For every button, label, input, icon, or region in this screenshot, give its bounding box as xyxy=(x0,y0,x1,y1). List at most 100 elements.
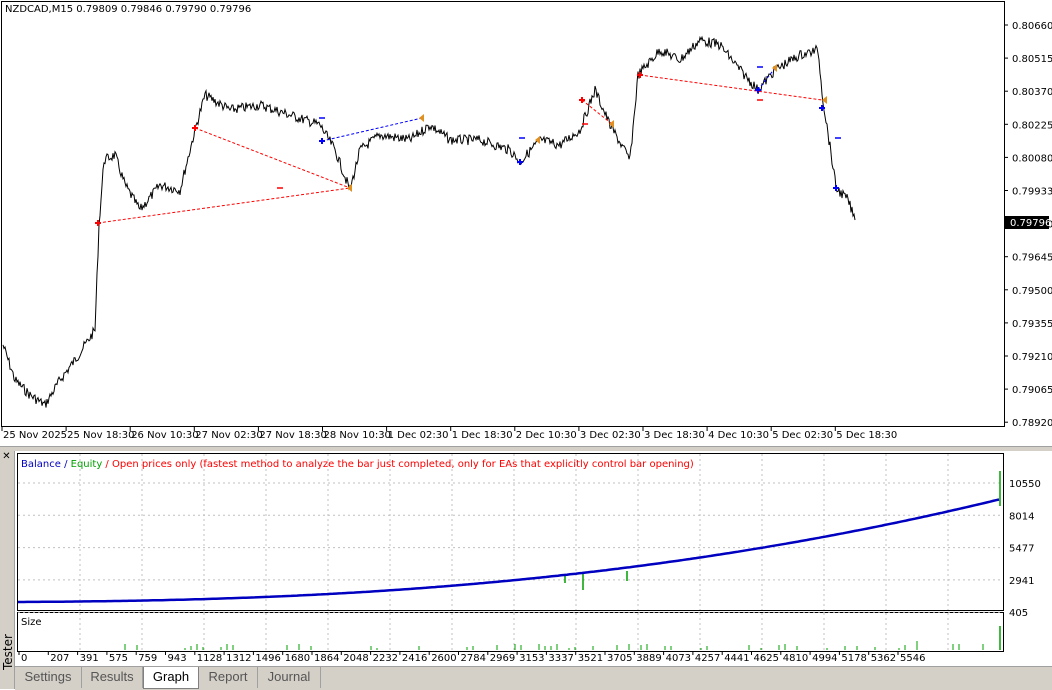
balance-curve xyxy=(18,498,1000,604)
current-price-label: 0.79796 xyxy=(1005,216,1051,229)
size-plot-frame xyxy=(17,612,1004,652)
trade-markers xyxy=(95,64,841,226)
trade-tick-label: 4257 xyxy=(695,653,720,664)
trade-tick-label: 2784 xyxy=(461,653,486,664)
trade-open-marker xyxy=(517,159,523,165)
time-tick-label: 1 Dec 18:30 xyxy=(452,430,513,441)
balance-tick-label: 10550 xyxy=(1009,479,1041,490)
tab-report[interactable]: Report xyxy=(199,667,258,688)
close-icon[interactable]: ✕ xyxy=(2,451,11,462)
price-chart[interactable]: NZDCAD,M15 0.79809 0.79846 0.79790 0.797… xyxy=(0,0,1052,446)
price-plot-frame xyxy=(1,1,1005,427)
graph-legend: Balance / Equity / Open prices only (fas… xyxy=(21,459,694,470)
balance-tick-label: 2941 xyxy=(1009,576,1034,587)
size-label: Size xyxy=(21,617,42,628)
trade-tick-label: 3337 xyxy=(548,653,573,664)
trade-tick-label: 5178 xyxy=(841,653,866,664)
trade-tick-label: 575 xyxy=(109,653,128,664)
trade-tick-label: 1128 xyxy=(197,653,222,664)
legend-separator: / xyxy=(61,459,71,470)
legend-equity: Equity xyxy=(71,459,103,470)
balance-tick-label: 405 xyxy=(1009,608,1028,619)
trade-tick-label: 5546 xyxy=(900,653,925,664)
tab-journal[interactable]: Journal xyxy=(258,667,321,688)
trade-tick-label: 1864 xyxy=(314,653,339,664)
trade-line xyxy=(581,99,613,125)
trade-tick-label: 943 xyxy=(168,653,187,664)
trade-close-marker xyxy=(772,64,777,72)
price-tick-label: 0.80370 xyxy=(1012,87,1052,98)
trade-tick-label: 4810 xyxy=(783,653,808,664)
trade-tick-label: 3153 xyxy=(519,653,544,664)
trade-tick-label: 4073 xyxy=(666,653,691,664)
trade-line xyxy=(321,117,423,142)
trade-tick-label: 4994 xyxy=(812,653,837,664)
trade-close-marker xyxy=(535,136,540,144)
panel-splitter[interactable] xyxy=(0,446,1052,452)
legend-balance: Balance xyxy=(21,459,61,470)
current-price-value: 0.79796 xyxy=(1010,218,1051,229)
trade-close-marker xyxy=(822,96,827,104)
time-tick-label: 25 Nov 18:30 xyxy=(67,430,134,441)
trade-close-marker xyxy=(347,184,352,192)
trade-tick-label: 5362 xyxy=(871,653,896,664)
balance-tick-label: 8014 xyxy=(1009,511,1034,522)
time-tick-label: 4 Dec 10:30 xyxy=(708,430,769,441)
trade-tick-label: 3521 xyxy=(578,653,603,664)
tester-tab-bar: Settings Results Graph Report Journal xyxy=(15,666,1052,690)
time-tick-label: 26 Nov 10:30 xyxy=(131,430,198,441)
balance-plot-frame xyxy=(17,453,1004,611)
tab-settings[interactable]: Settings xyxy=(15,667,82,688)
trade-close-marker xyxy=(609,120,614,128)
trade-tick-label: 3889 xyxy=(636,653,661,664)
tab-graph[interactable]: Graph xyxy=(143,667,199,689)
trade-open-marker xyxy=(833,185,839,191)
trade-open-marker xyxy=(95,220,101,226)
trade-tick-label: 391 xyxy=(80,653,99,664)
trade-tick-label: 2969 xyxy=(490,653,515,664)
trade-number-axis: 0 207 391 575 759 943 1128 1312 1496 1680 1864 2048… xyxy=(18,651,925,664)
symbol-header: NZDCAD,M15 0.79809 0.79846 0.79790 0.797… xyxy=(5,4,251,15)
trade-tick-label: 1680 xyxy=(285,653,310,664)
trade-lines xyxy=(97,67,823,224)
tester-graph[interactable]: 10550 8014 5477 2941 405 0 207 391 575 759 943 112… xyxy=(15,451,1052,666)
time-tick-label: 5 Dec 02:30 xyxy=(772,430,833,441)
trade-tick-label: 1312 xyxy=(226,653,251,664)
tester-label: Tester xyxy=(1,634,15,670)
trade-open-marker xyxy=(192,125,198,131)
price-tick-label: 0.80515 xyxy=(1012,54,1052,65)
trade-tick-label: 0 xyxy=(21,653,27,664)
trade-tick-label: 4625 xyxy=(754,653,779,664)
price-tick-label: 0.79065 xyxy=(1012,385,1052,396)
trade-line xyxy=(194,127,351,189)
price-tick-label: 0.80660 xyxy=(1012,21,1052,32)
trade-tick-label: 4441 xyxy=(724,653,749,664)
trade-close-marker xyxy=(419,114,424,122)
balance-grid xyxy=(18,454,1003,651)
trade-line xyxy=(97,187,351,224)
time-tick-label: 27 Nov 02:30 xyxy=(195,430,262,441)
trade-tick-label: 1496 xyxy=(255,653,280,664)
time-tick-label: 5 Dec 18:30 xyxy=(836,430,897,441)
price-tick-label: 0.80225 xyxy=(1012,120,1052,131)
tester-side-strip xyxy=(0,451,15,689)
trade-tick-label: 759 xyxy=(138,653,157,664)
price-tick-label: 0.79933 xyxy=(1012,187,1052,198)
trade-open-marker xyxy=(637,72,643,78)
tab-results[interactable]: Results xyxy=(82,667,143,688)
price-tick-label: 0.80080 xyxy=(1012,153,1052,164)
time-tick-label: 3 Dec 02:30 xyxy=(580,430,641,441)
price-line xyxy=(2,35,856,408)
trade-open-marker xyxy=(319,138,325,144)
price-tick-label: 0.79210 xyxy=(1012,352,1052,363)
size-bars xyxy=(124,626,1001,650)
trade-tick-label: 3705 xyxy=(607,653,632,664)
trade-tick-label: 2600 xyxy=(431,653,456,664)
price-axis: 0.80660 0.80515 0.80370 0.80225 0.80080 0.799… xyxy=(1004,21,1052,429)
legend-mode: Open prices only (fastest method to anal… xyxy=(112,459,694,470)
trade-tick-label: 2232 xyxy=(373,653,398,664)
trade-open-marker xyxy=(755,87,761,93)
price-tick-label: 0.79645 xyxy=(1012,253,1052,264)
price-tick-label: 0.79355 xyxy=(1012,319,1052,330)
